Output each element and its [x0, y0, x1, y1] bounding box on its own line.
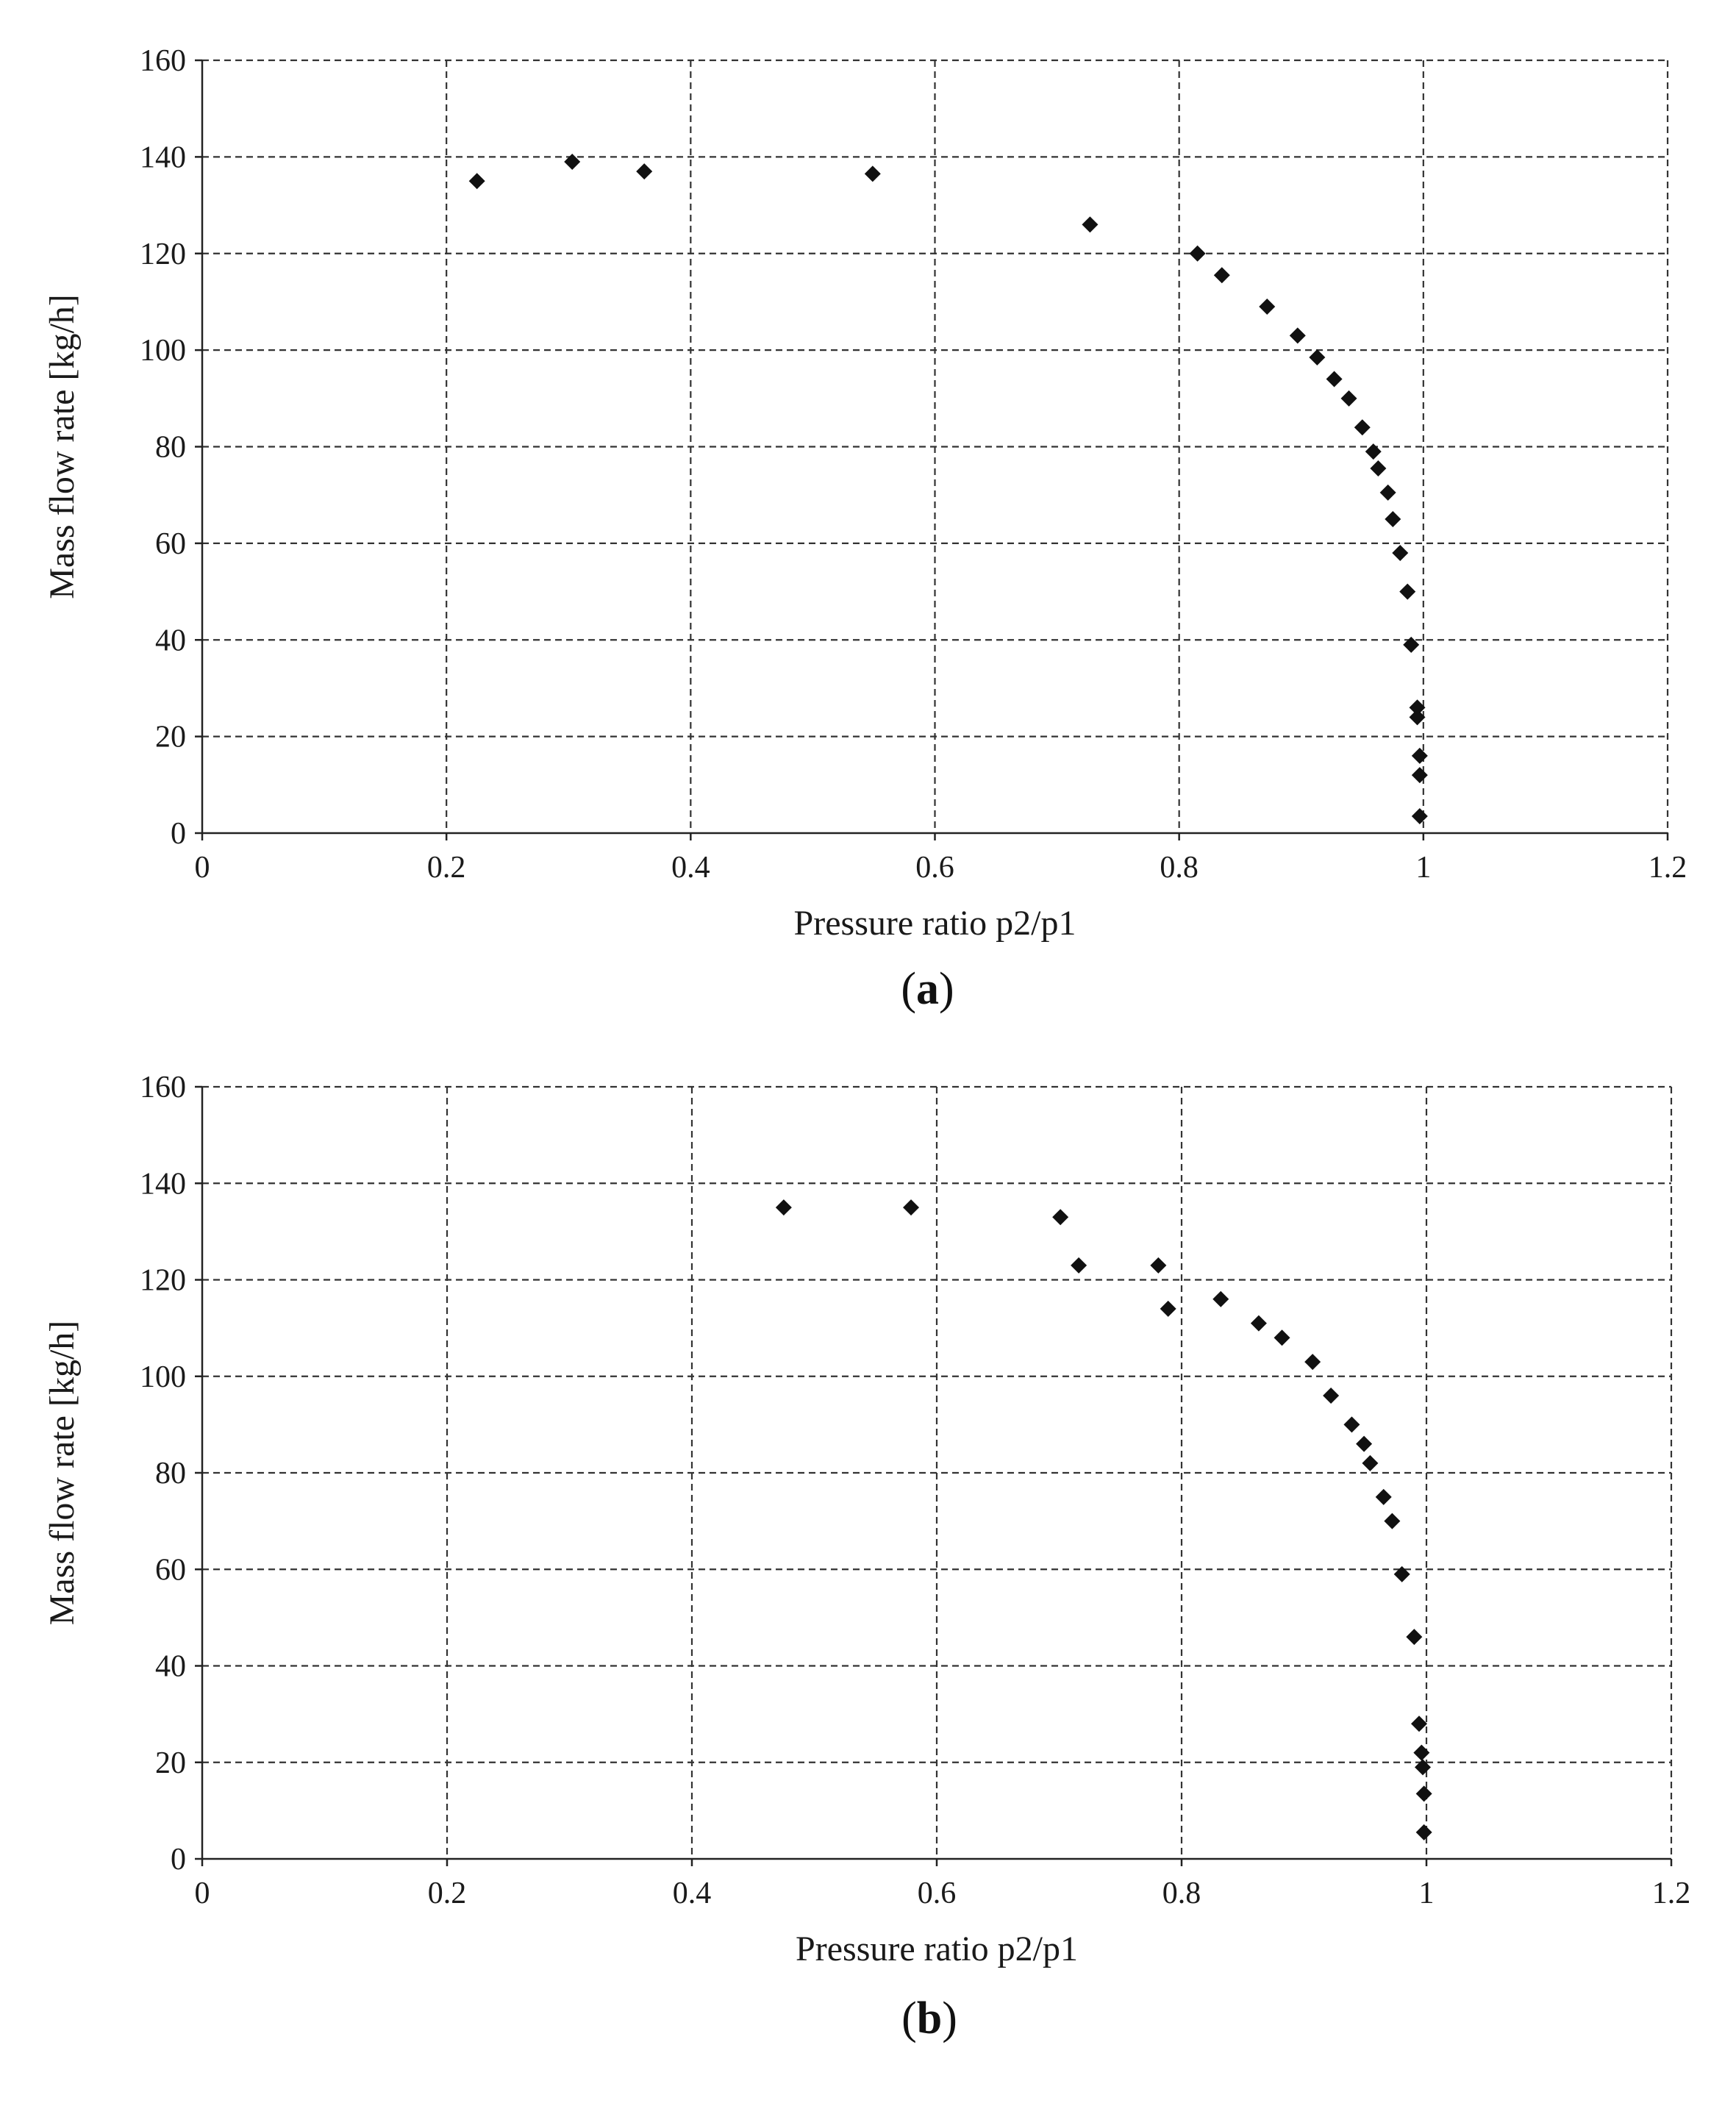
data-point-marker	[1052, 1209, 1069, 1226]
y-tick-label: 120	[140, 1264, 186, 1298]
data-point-marker	[1415, 1785, 1432, 1802]
data-point-marker	[1411, 808, 1428, 825]
x-tick-label: 0.6	[918, 1877, 957, 1910]
data-point-marker	[1213, 267, 1230, 284]
data-point-marker	[903, 1199, 920, 1216]
data-point-marker	[1071, 1257, 1087, 1274]
chart-panel-a: 0 20 40 60 80 100 120 140 160 0 0.2 0.4 0.6 0.8 1 1.2 Pr…	[43, 44, 1687, 1014]
y-tick-label: 20	[155, 721, 186, 754]
y-tick-label: 160	[140, 44, 186, 78]
y-tick-label: 160	[140, 1071, 186, 1104]
panel-label: (a)	[901, 964, 954, 1014]
y-tick-label: 100	[140, 1360, 186, 1394]
data-point-marker	[1411, 747, 1428, 764]
panel-label-letter: a	[916, 964, 939, 1014]
x-tick-label: 0	[195, 851, 210, 885]
data-point-marker	[1413, 1744, 1430, 1761]
data-point-marker	[1409, 709, 1426, 726]
x-tick-label: 1.2	[1652, 1877, 1691, 1910]
data-point-marker	[1356, 1435, 1373, 1452]
y-tick-label: 140	[140, 140, 186, 174]
panel-label-letter: b	[917, 1993, 942, 2043]
x-tick-label: 1	[1415, 851, 1431, 885]
data-point-marker	[1403, 636, 1420, 653]
data-point-marker	[1340, 390, 1357, 407]
data-point-marker	[1259, 299, 1276, 315]
y-tick-label: 40	[155, 624, 186, 657]
data-point-marker	[564, 153, 581, 170]
data-point-marker	[1415, 1824, 1432, 1840]
data-point-marker	[1189, 245, 1206, 262]
data-point-marker	[864, 165, 881, 182]
data-point-marker	[1411, 1715, 1428, 1732]
data-point-marker	[1343, 1416, 1360, 1433]
panel-label-open-paren: (	[901, 1993, 917, 2043]
data-point-marker	[1309, 349, 1326, 365]
data-point-marker	[1384, 1513, 1401, 1529]
y-tick-label: 120	[140, 238, 186, 271]
y-tick-label: 60	[155, 527, 186, 561]
y-tick-label: 140	[140, 1167, 186, 1201]
data-point-marker	[1362, 1454, 1379, 1471]
data-point-marker	[1304, 1354, 1321, 1371]
x-tick-label: 1.2	[1649, 851, 1687, 885]
data-point-marker	[1409, 699, 1426, 716]
data-point-marker	[1274, 1329, 1290, 1346]
data-point-marker	[1250, 1315, 1267, 1332]
data-point-marker	[1393, 1565, 1410, 1582]
data-point-marker	[1411, 767, 1428, 784]
data-point-marker	[1354, 419, 1371, 436]
data-point-marker	[1365, 443, 1382, 460]
x-axis-title: Pressure ratio p2/p1	[796, 1929, 1078, 1968]
data-point-marker	[1370, 460, 1387, 477]
x-tick-label: 0.6	[915, 851, 954, 885]
y-tick-label: 0	[171, 1843, 186, 1877]
data-point-marker	[1399, 583, 1416, 600]
panel-label: (b)	[901, 1993, 957, 2043]
x-tick-label: 0.8	[1160, 851, 1199, 885]
y-tick-label: 20	[155, 1746, 186, 1780]
data-point-marker	[1392, 545, 1409, 562]
data-point-marker	[1406, 1629, 1423, 1646]
data-point-marker	[1082, 216, 1099, 233]
data-point-marker	[1326, 371, 1343, 388]
x-tick-label: 0.2	[428, 1877, 467, 1910]
data-point-marker	[1212, 1290, 1229, 1307]
data-point-marker	[636, 163, 653, 180]
y-tick-label: 60	[155, 1553, 186, 1587]
data-point-marker	[1160, 1300, 1176, 1317]
x-tick-label: 0.2	[427, 851, 466, 885]
y-tick-label: 80	[155, 431, 186, 465]
x-tick-label: 0.4	[671, 851, 710, 885]
data-point-marker	[775, 1199, 792, 1216]
y-tick-label: 40	[155, 1650, 186, 1684]
panel-label-open-paren: (	[901, 964, 916, 1014]
data-point-marker	[1375, 1488, 1392, 1505]
data-point-marker	[1289, 327, 1306, 344]
data-point-marker	[1415, 1759, 1432, 1776]
data-point-marker	[468, 173, 485, 190]
panel-label-close-paren: )	[942, 1993, 957, 2043]
x-tick-label: 1	[1419, 1877, 1435, 1910]
x-tick-label: 0.4	[673, 1877, 712, 1910]
panel-label-close-paren: )	[939, 964, 954, 1014]
x-tick-label: 0	[195, 1877, 210, 1910]
data-point-marker	[1150, 1257, 1167, 1274]
y-axis-title: Mass flow rate [kg/h]	[43, 294, 82, 599]
data-point-marker	[1379, 484, 1396, 501]
x-tick-label: 0.8	[1162, 1877, 1201, 1910]
data-point-marker	[1323, 1388, 1340, 1404]
y-tick-label: 0	[171, 817, 186, 851]
y-tick-label: 80	[155, 1457, 186, 1490]
x-axis-title: Pressure ratio p2/p1	[794, 904, 1076, 943]
chart-panel-b: 0 20 40 60 80 100 120 140 160 0 0.2 0.4 0.6 0.8 1 1.2 Pr…	[43, 1071, 1690, 2043]
data-point-marker	[1385, 511, 1401, 528]
y-axis-title: Mass flow rate [kg/h]	[43, 1321, 82, 1626]
y-tick-label: 100	[140, 334, 186, 368]
